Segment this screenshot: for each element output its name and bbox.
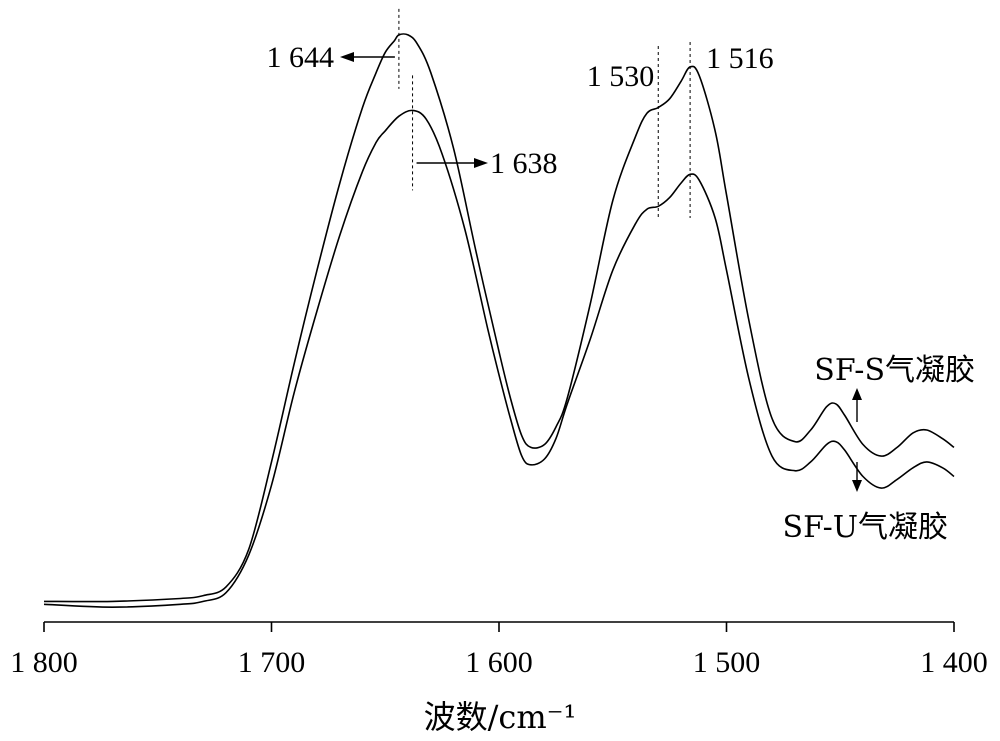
arrowhead-sf-s (852, 388, 862, 400)
x-tick-label: 1 400 (920, 646, 988, 679)
x-tick-label: 1 800 (10, 646, 78, 679)
series-line-sf-s (43, 33, 955, 603)
x-tick-label: 1 700 (238, 646, 306, 679)
annotation-1530: 1 530 (587, 60, 655, 93)
curves-group (43, 33, 955, 609)
x-tick-label: 1 600 (465, 646, 533, 679)
annotation-1516: 1 516 (706, 42, 774, 75)
x-axis-title: 波数/cm⁻¹ (424, 698, 577, 736)
x-tick-label: 1 500 (693, 646, 761, 679)
guide-lines-group (398, 8, 691, 218)
series-label-sf-u: SF-U气凝胶 (783, 510, 948, 545)
arrows-group (340, 52, 862, 492)
arrowhead-1644 (340, 52, 354, 62)
annotation-1638: 1 638 (490, 147, 558, 180)
x-ticks-group: 1 800 1 700 1 600 1 500 1 400 (10, 622, 988, 679)
arrowhead-1638 (474, 158, 488, 168)
annotation-1644: 1 644 (267, 41, 335, 74)
arrowhead-sf-u (852, 480, 862, 492)
series-label-sf-s: SF-S气凝胶 (814, 353, 975, 388)
series-line-sf-u (43, 109, 955, 609)
